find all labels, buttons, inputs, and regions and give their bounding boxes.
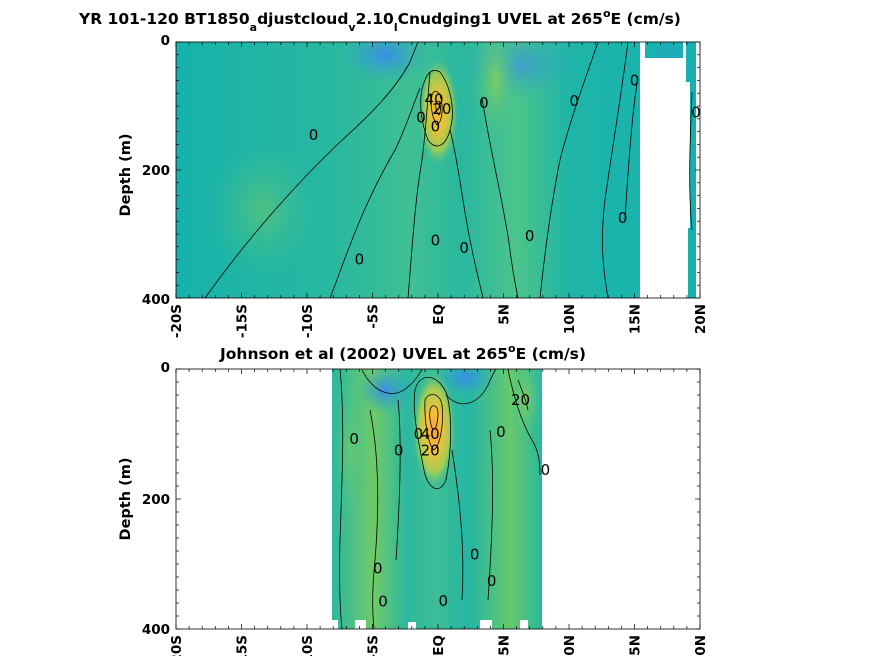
contour-label: 0 (470, 545, 480, 563)
contour-label: 40 (421, 425, 440, 443)
bottom-title: Johnson et al (2002) UVEL at 265oE (cm/s… (219, 342, 586, 363)
contour-line (407, 71, 431, 298)
contour-label: 0 (618, 209, 628, 227)
top-xticklabels: -20S -15S -10S -5S EQ 5N 10N 15N 20N (169, 304, 709, 338)
contour-line (451, 449, 464, 601)
contour-line (624, 77, 639, 221)
contour-line (361, 369, 423, 394)
contour-label: 0 (438, 592, 448, 610)
bottom-ytick-200: 200 (142, 492, 170, 508)
contour-line (539, 42, 599, 298)
contour-line (204, 42, 419, 298)
top-positive-streak (473, 42, 517, 140)
contour-label: 0 (459, 239, 469, 257)
contour-line (395, 399, 401, 561)
contour-line (413, 377, 452, 490)
contour-line (445, 369, 497, 405)
contour-label: 0 (349, 430, 359, 448)
bottom-negative-patch (357, 369, 413, 414)
contour-label: 0 (691, 103, 701, 121)
x-tick-label: 10N (562, 304, 578, 334)
contour-label: 0 (416, 109, 426, 127)
x-tick-label: -15S (235, 304, 251, 338)
contour-line (430, 90, 443, 126)
contour-label: 0 (496, 423, 506, 441)
bottom-ytick-0: 0 (161, 360, 170, 376)
x-tick-label: -15S (235, 635, 251, 656)
contour-line (329, 87, 421, 298)
top-ytick-0: 0 (161, 33, 170, 49)
contour-line (369, 409, 379, 629)
x-tick-label: -5S (366, 304, 382, 329)
contour-label: 0 (355, 251, 365, 269)
bottom-positive-streak (334, 380, 366, 520)
contour-label: 0 (431, 117, 441, 135)
x-tick-label: -20S (169, 304, 185, 338)
contour-label: 0 (479, 94, 489, 112)
x-tick-label: -5S (366, 635, 382, 656)
x-tick-label: 20N (693, 304, 709, 334)
x-tick-label: EQ (431, 304, 447, 325)
x-tick-label: 20N (693, 635, 709, 656)
bottom-heatmap (332, 369, 542, 629)
contour-line (487, 429, 494, 601)
top-ylabel: Depth (m) (118, 134, 134, 217)
contour-line (517, 379, 529, 411)
contour-line (339, 369, 344, 629)
x-tick-label: 15N (628, 635, 644, 656)
contour-line (689, 91, 693, 231)
contour-label: 0 (569, 92, 579, 110)
top-title: YR 101-120 BT1850adjustcloudv2.10lCnudgi… (78, 7, 681, 34)
contour-label: 20 (421, 441, 440, 459)
contour-label: 0 (378, 593, 388, 611)
top-missing-mask (640, 42, 690, 298)
contour-label: 0 (414, 425, 424, 443)
bottom-coverage-notch (332, 620, 528, 629)
contour-line (507, 369, 541, 476)
contour-line (435, 100, 441, 116)
top-ytick-400: 400 (142, 292, 170, 308)
bottom-ylabel: Depth (m) (118, 458, 134, 541)
x-tick-label: -10S (300, 304, 316, 338)
contour-label: 0 (541, 461, 551, 479)
bottom-positive-streak (509, 369, 541, 440)
contour-label: 0 (373, 560, 383, 578)
contour-line (481, 97, 519, 298)
top-positive-streak (207, 140, 317, 280)
top-negative-patch (340, 42, 430, 83)
contour-label: 0 (525, 227, 535, 245)
contour-label: 0 (487, 572, 497, 590)
bottom-core (412, 370, 456, 490)
contour-label: 0 (431, 231, 441, 249)
x-tick-label: -20S (169, 635, 185, 656)
contour-label: 0 (309, 126, 319, 144)
contour-label: 40 (425, 91, 444, 109)
contour-line (429, 405, 439, 430)
x-tick-label: 5N (497, 304, 513, 325)
contour-label: 0 (630, 71, 640, 89)
bottom-ytick-400: 400 (142, 622, 170, 638)
x-tick-label: 15N (628, 304, 644, 334)
x-tick-label: EQ (431, 635, 447, 656)
top-ytick-200: 200 (142, 163, 170, 179)
contour-label: 20 (432, 100, 451, 118)
bottom-ticks (175, 368, 701, 630)
top-ticks (175, 41, 701, 299)
contour-line (602, 42, 629, 298)
x-tick-label: 10N (562, 635, 578, 656)
bottom-xticklabels: -20S -15S -10S -5S EQ 5N 10N 15N 20N (169, 635, 709, 656)
contour-label: 20 (511, 391, 530, 409)
x-tick-label: -10S (300, 635, 316, 656)
top-heatmap (176, 42, 700, 298)
contour-label: 0 (394, 441, 404, 459)
contour-line (424, 394, 443, 451)
top-panel: YR 101-120 BT1850adjustcloudv2.10lCnudgi… (78, 7, 709, 338)
contour-line (449, 129, 484, 298)
x-tick-label: 5N (497, 635, 513, 656)
bottom-panel: Johnson et al (2002) UVEL at 265oE (cm/s… (118, 342, 709, 656)
